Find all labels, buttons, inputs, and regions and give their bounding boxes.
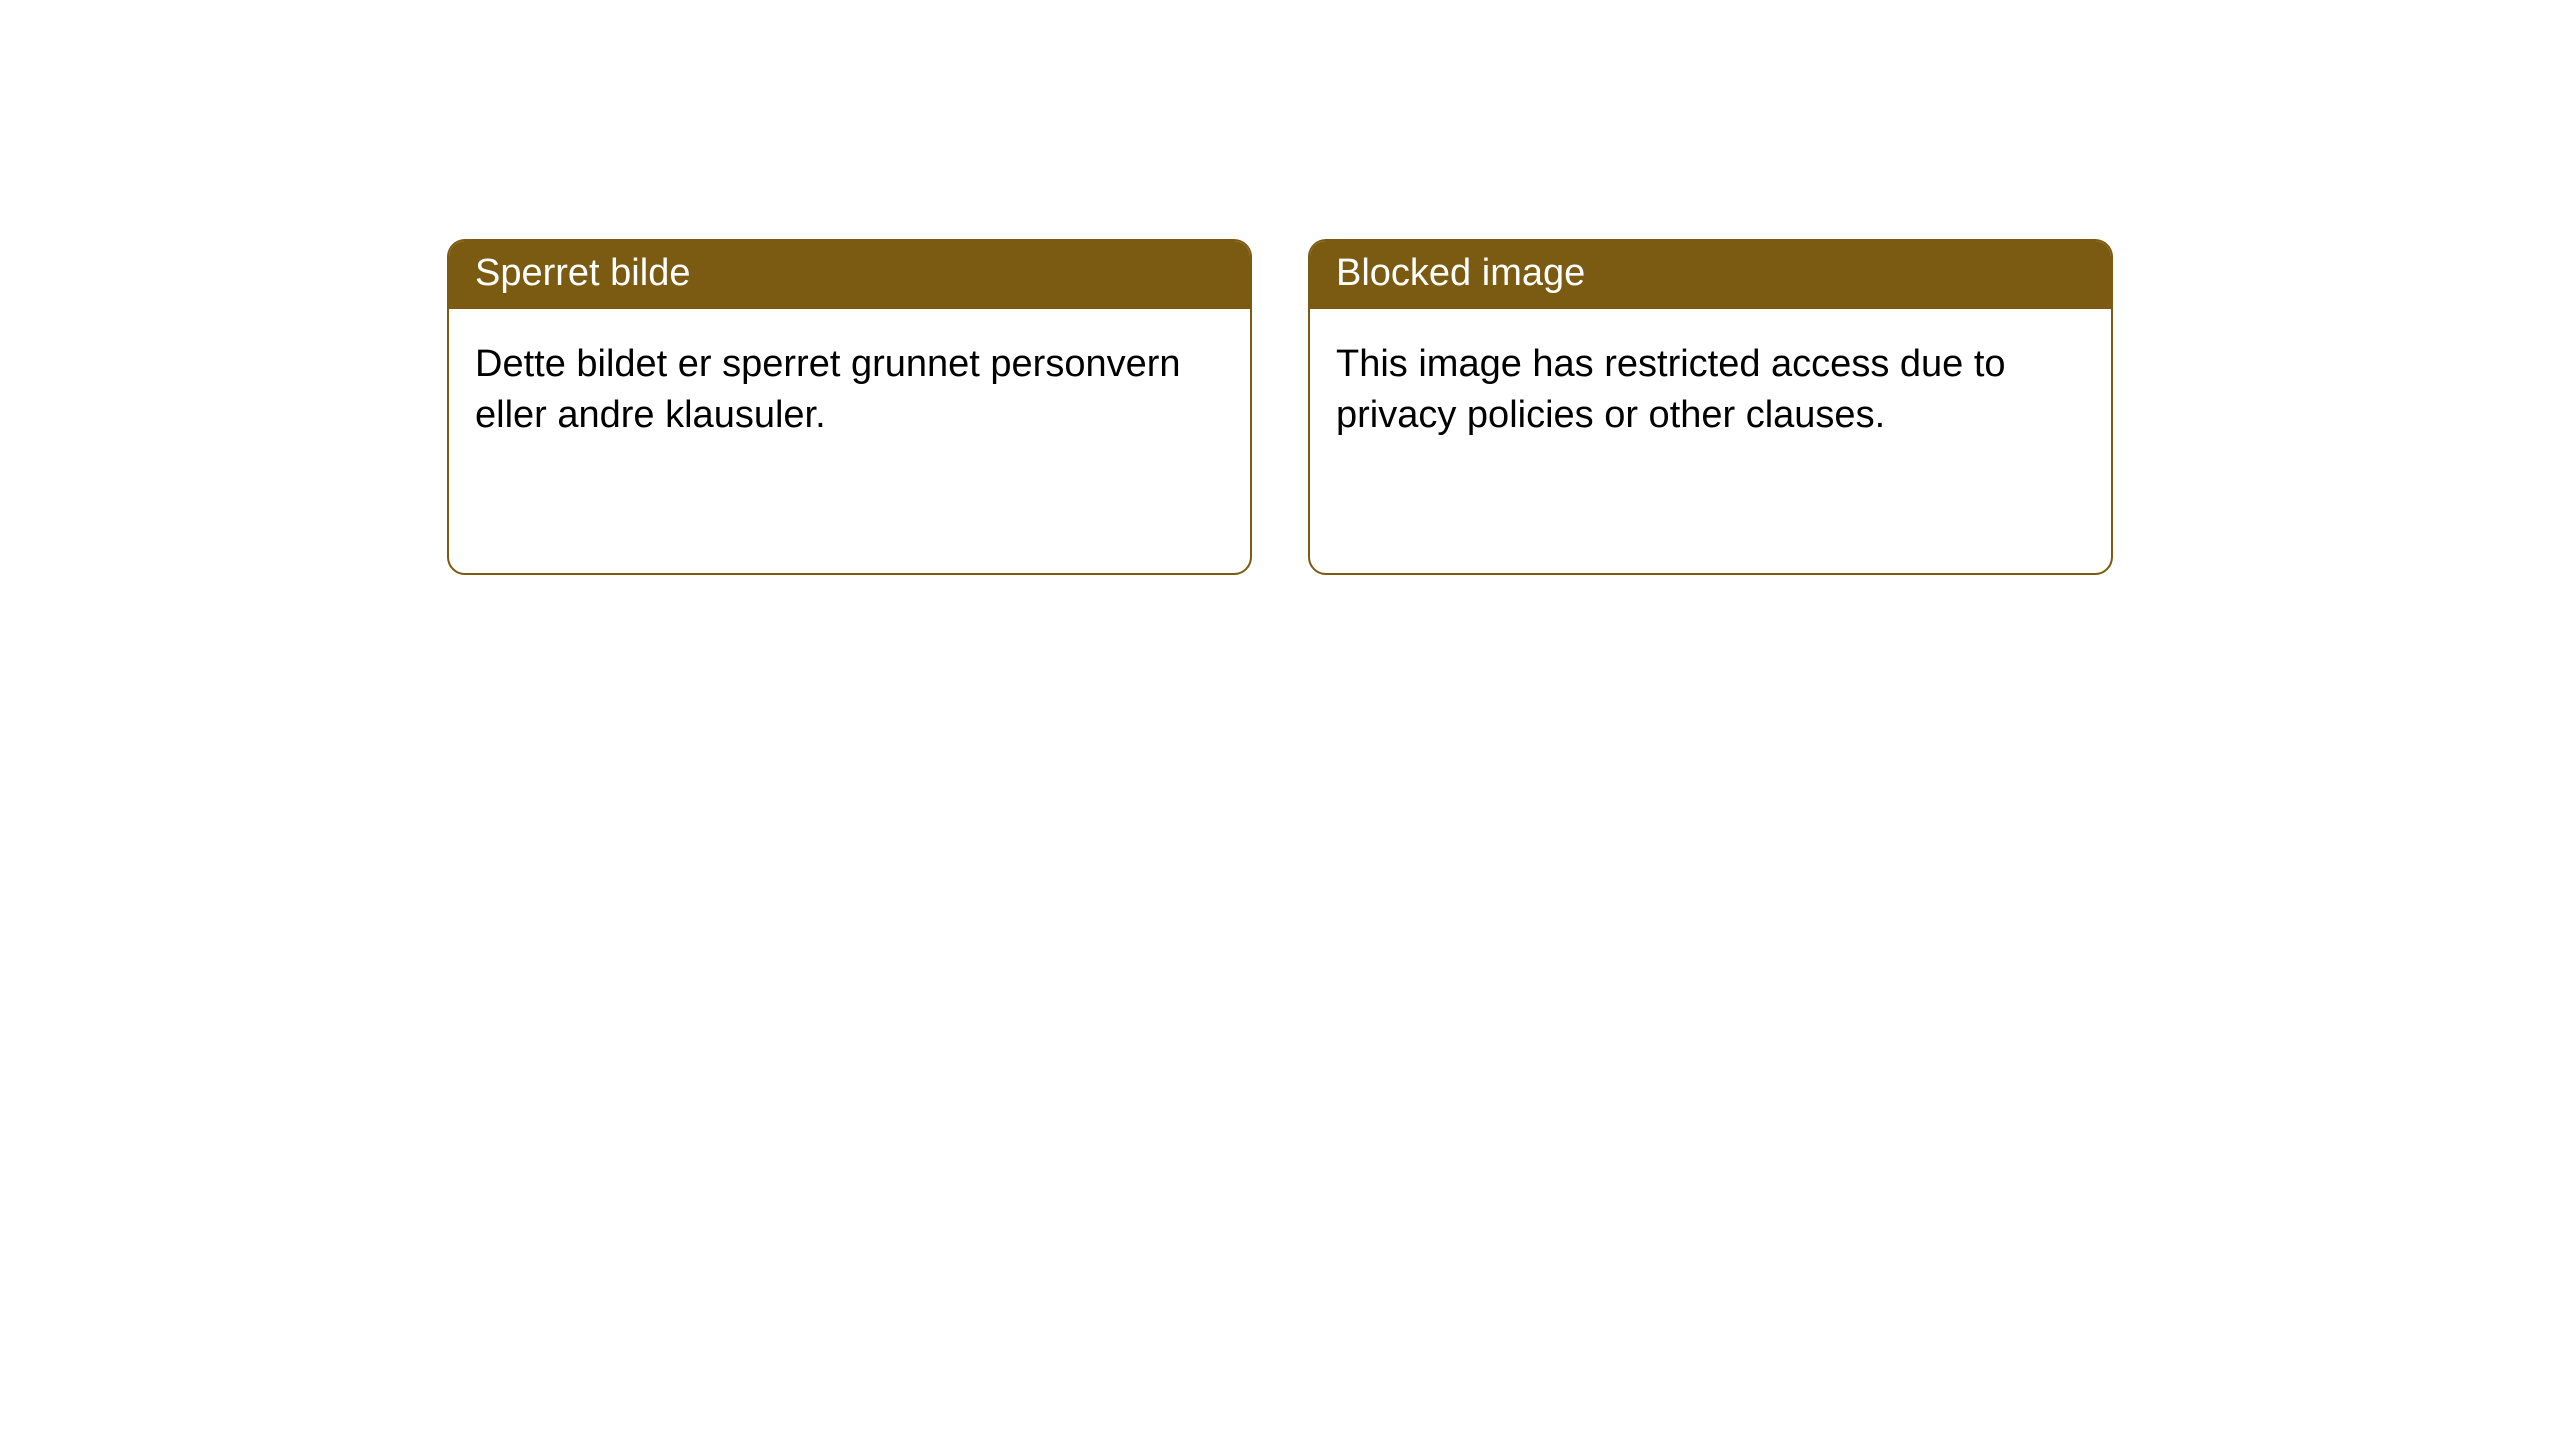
notice-body-text: This image has restricted access due to … [1336, 343, 2006, 436]
notice-header: Sperret bilde [449, 241, 1250, 309]
notice-title: Sperret bilde [475, 252, 690, 294]
notice-box-english: Blocked image This image has restricted … [1308, 239, 2113, 575]
notice-title: Blocked image [1336, 252, 1585, 294]
notice-body: This image has restricted access due to … [1310, 309, 2111, 472]
notice-box-norwegian: Sperret bilde Dette bildet er sperret gr… [447, 239, 1252, 575]
notice-header: Blocked image [1310, 241, 2111, 309]
notice-body: Dette bildet er sperret grunnet personve… [449, 309, 1250, 472]
notice-container: Sperret bilde Dette bildet er sperret gr… [0, 0, 2560, 575]
notice-body-text: Dette bildet er sperret grunnet personve… [475, 343, 1181, 436]
